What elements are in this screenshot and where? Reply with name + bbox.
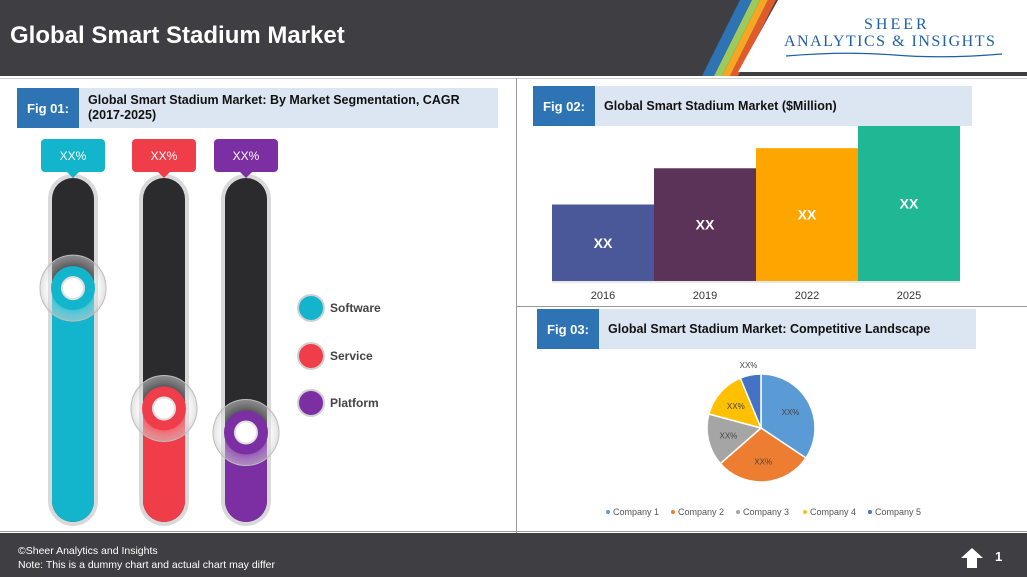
legend-company-1-label: Company 1	[613, 507, 659, 517]
legend-company-3-label: Company 3	[743, 507, 789, 517]
gauge-service-label: XX%	[151, 149, 178, 163]
fig1-header: Fig 01: Global Smart Stadium Market: By …	[17, 88, 498, 128]
copyright-text: ©Sheer Analytics and Insights	[18, 545, 158, 557]
gauge-service-knob-center	[152, 396, 176, 421]
legend-service-label: Service	[330, 349, 373, 363]
gauge-platform-knob-center	[234, 420, 258, 445]
pie-label-company-1: XX%	[782, 408, 800, 417]
fig3-title: Global Smart Stadium Market: Competitive…	[608, 321, 931, 336]
page-number: 1	[995, 549, 1003, 564]
bar-2019	[654, 168, 756, 281]
bar-label-2016: XX	[594, 235, 613, 251]
fig2-title: Global Smart Stadium Market ($Million)	[604, 98, 837, 113]
gauge-service-tag-pointer	[158, 172, 170, 178]
legend-company-2-marker	[671, 510, 675, 514]
legend-company-5-label: Company 5	[875, 507, 921, 517]
legend-company-5-marker	[868, 510, 872, 514]
legend-company-3-marker	[736, 510, 740, 514]
logo-panel	[738, 0, 1027, 72]
pie-slice-company-5	[739, 373, 762, 429]
decorative-stripes	[702, 0, 776, 76]
fig3-tag: Fig 03:	[537, 309, 599, 349]
bar-2016	[552, 204, 654, 281]
gauge-software-tag-pointer	[67, 172, 79, 178]
pie-label-company-5: XX%	[740, 361, 758, 370]
legend-company-2-label: Company 2	[678, 507, 724, 517]
pie-slice-company-4	[707, 377, 763, 430]
fig3-pie-chart: XX% XX% XX% XX% XX% Company 1 Company 2 Company…	[606, 361, 921, 517]
fig2-bar-chart: XX 2016 XX 2019 XX 2022 XX 2025	[552, 126, 960, 302]
legend-service-marker	[297, 342, 325, 370]
legend-software-label: Software	[330, 301, 381, 315]
pie-slice-company-2	[719, 427, 807, 483]
bar-label-2025: XX	[900, 196, 919, 212]
gauge-platform-tag	[214, 139, 278, 172]
pie-label-company-2: XX%	[754, 457, 772, 466]
logo-text-sheer: SHEER	[864, 16, 930, 33]
bar-label-2022: XX	[798, 207, 817, 223]
legend-company-4-marker	[803, 510, 807, 514]
legend-company-1-marker	[606, 510, 610, 514]
horizontal-divider	[516, 306, 1027, 307]
fig2-tag: Fig 02:	[533, 86, 595, 126]
bar-2022	[756, 148, 858, 281]
pie-label-company-3: XX%	[719, 432, 737, 441]
vertical-divider	[516, 78, 517, 560]
gauge-service-tag	[132, 139, 196, 172]
logo-text-analytics: ANALYTICS & INSIGHTS	[784, 33, 997, 50]
pie-label-company-4: XX%	[727, 402, 745, 411]
footer-bar: ©Sheer Analytics and Insights Note: This…	[0, 533, 1027, 577]
fig1-segmentation-chart: XX% XX% XX% Software Service Platform	[39, 139, 381, 526]
logo-swoosh-icon	[785, 52, 1003, 58]
top-divider	[0, 78, 1027, 79]
legend-platform-marker	[297, 389, 325, 417]
bar-2025	[858, 126, 960, 281]
fig2-header: Fig 02: Global Smart Stadium Market ($Mi…	[533, 86, 972, 126]
x-tick-2019: 2019	[693, 290, 717, 302]
gauge-platform-tag-pointer	[240, 172, 252, 178]
up-arrow-icon[interactable]	[960, 547, 984, 569]
gauge-software-tag	[41, 139, 105, 172]
gauge-software-label: XX%	[60, 149, 87, 163]
x-tick-2025: 2025	[897, 290, 921, 302]
fig3-header: Fig 03: Global Smart Stadium Market: Com…	[537, 309, 976, 349]
page-title: Global Smart Stadium Market	[10, 22, 345, 49]
x-tick-2022: 2022	[795, 290, 819, 302]
disclaimer-note: Note: This is a dummy chart and actual c…	[18, 559, 275, 571]
fig1-title: Global Smart Stadium Market: By Market S…	[88, 93, 460, 122]
legend-platform-label: Platform	[330, 396, 379, 410]
x-tick-2016: 2016	[591, 290, 615, 302]
pie-slice-company-3	[706, 413, 763, 465]
fig1-tag: Fig 01:	[17, 88, 79, 128]
legend-company-4-label: Company 4	[810, 507, 856, 517]
gauge-software-fill	[52, 288, 94, 522]
bar-label-2019: XX	[696, 217, 715, 233]
bottom-divider	[0, 531, 1027, 532]
legend-software-marker	[297, 294, 325, 322]
gauge-platform-label: XX%	[233, 149, 260, 163]
gauge-software-knob-center	[61, 276, 85, 301]
